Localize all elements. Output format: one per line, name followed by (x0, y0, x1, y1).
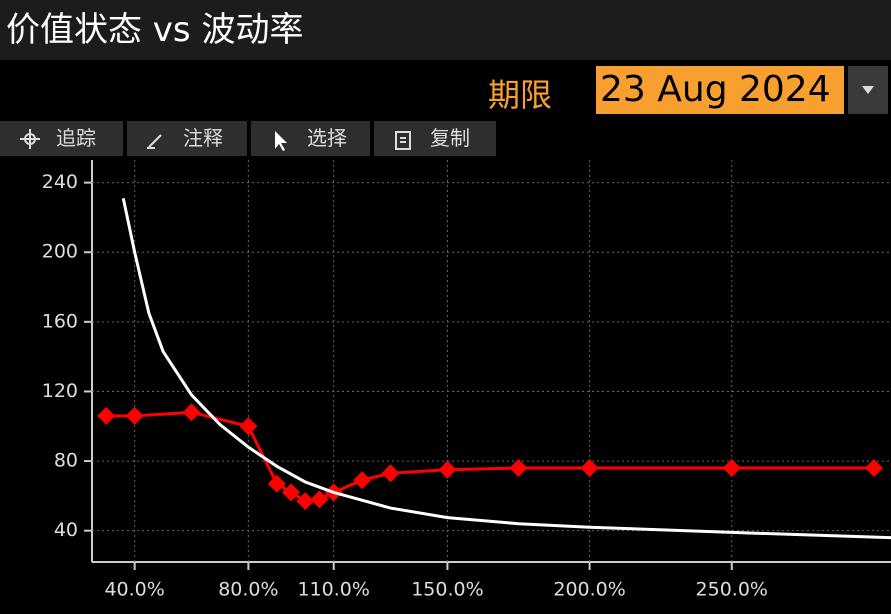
button-label: 注释 (183, 126, 223, 150)
button-label: 选择 (307, 126, 347, 150)
point (722, 459, 741, 478)
expiry-label: 期限 (488, 76, 553, 114)
point (296, 492, 315, 511)
x-tick-label: 40.0% (104, 579, 164, 601)
point (864, 459, 883, 478)
window-title: 价值状态 vs 波动率 (6, 10, 304, 50)
point (438, 460, 457, 479)
series-line (106, 410, 874, 503)
point (239, 417, 258, 436)
y-tick-label: 160 (42, 310, 78, 332)
x-tick-label: 80.0% (218, 579, 278, 601)
toolbar: 追踪 注释 选择 复制 (0, 121, 891, 156)
y-tick-label: 40 (54, 519, 78, 541)
expiry-input[interactable]: 23 Aug 2024 (596, 66, 844, 114)
x-tick-label: 150.0% (411, 579, 483, 601)
y-tick-label: 240 (42, 171, 78, 193)
expiry-dropdown[interactable] (848, 66, 888, 114)
y-tick-label: 80 (54, 450, 78, 472)
point (182, 403, 201, 422)
point (324, 483, 343, 502)
point (310, 490, 329, 509)
expiry-row: 期限 23 Aug 2024 (0, 60, 891, 120)
annotate-button[interactable]: 注释 (127, 121, 247, 156)
copy-button[interactable]: 复制 (374, 121, 496, 156)
x-tick-label: 110.0% (297, 579, 369, 601)
point (282, 483, 301, 502)
series-line (121, 197, 891, 540)
point (381, 464, 400, 483)
track-button[interactable]: 追踪 (0, 121, 123, 156)
point (267, 474, 286, 493)
y-tick-label: 120 (42, 380, 78, 402)
y-tick-label: 200 (42, 241, 78, 263)
point (353, 471, 372, 490)
select-button[interactable]: 选择 (251, 121, 370, 156)
point (97, 406, 116, 425)
title-bar: 价值状态 vs 波动率 (0, 0, 891, 60)
button-label: 追踪 (56, 126, 96, 150)
x-tick-label: 250.0% (696, 579, 768, 601)
point (580, 459, 599, 478)
point (509, 459, 528, 478)
button-label: 复制 (430, 126, 470, 150)
x-tick-label: 200.0% (553, 579, 625, 601)
point (125, 406, 144, 425)
